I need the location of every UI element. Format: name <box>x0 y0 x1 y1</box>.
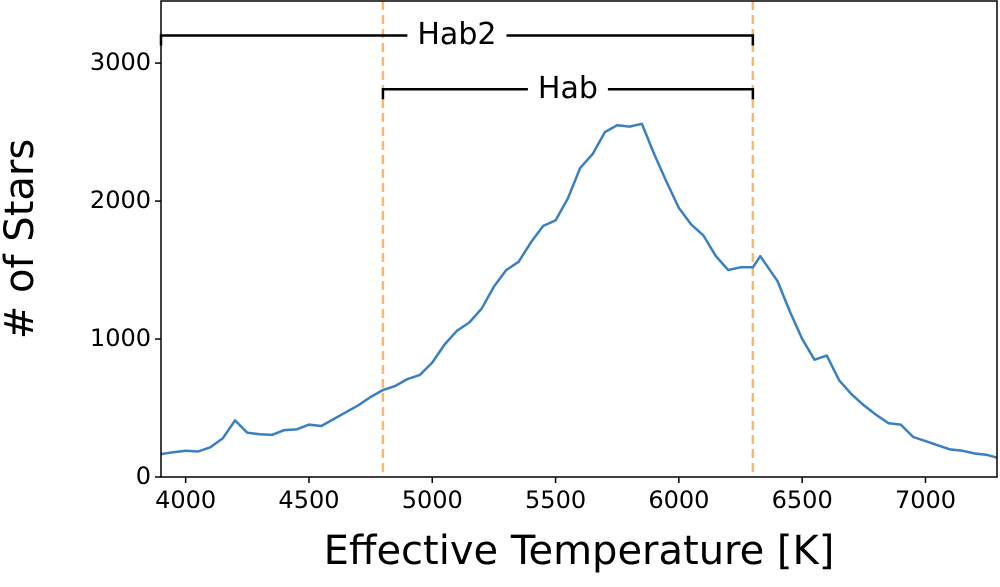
data-line <box>161 122 997 459</box>
x-tick-label: 7000 <box>895 486 956 514</box>
x-tick-label: 4500 <box>278 486 339 514</box>
label-background <box>407 16 507 52</box>
bracket-label: Hab2 <box>417 17 496 52</box>
x-tick-label: 4000 <box>155 486 216 514</box>
y-tick-label: 0 <box>136 462 151 490</box>
x-axis-label: Effective Temperature [K] <box>324 528 835 574</box>
label-background <box>527 70 608 106</box>
plot-area <box>161 1 997 477</box>
bracket-label: Hab <box>538 71 598 106</box>
y-tick-label: 2000 <box>90 186 151 214</box>
y-tick-label: 1000 <box>90 324 151 352</box>
x-tick-label: 6500 <box>772 486 833 514</box>
plot-frame <box>160 0 998 478</box>
y-tick-label: 3000 <box>90 48 151 76</box>
y-axis-label: # of Stars <box>0 139 43 339</box>
x-tick-label: 6000 <box>648 486 709 514</box>
x-tick-label: 5500 <box>525 486 586 514</box>
x-tick-label: 5000 <box>402 486 463 514</box>
